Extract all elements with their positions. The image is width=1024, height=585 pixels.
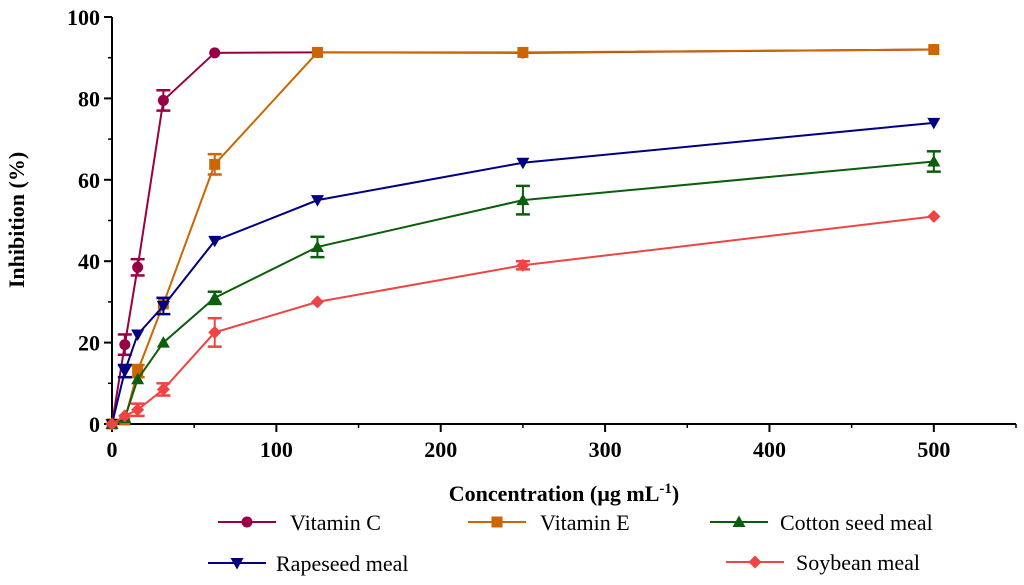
legend-label: Soybean meal [796, 550, 920, 575]
data-point [208, 291, 222, 303]
data-point [516, 258, 530, 272]
legend-item-vitamin-c: Vitamin C [218, 510, 381, 535]
x-tick-label: 0 [107, 437, 118, 462]
data-point [118, 409, 132, 423]
legend-marker [230, 558, 244, 570]
data-point [516, 193, 530, 206]
data-point [118, 366, 132, 378]
legend: Vitamin C Vitamin E Cotton seed meal Rapese… [208, 510, 933, 576]
series-vitamin-c [106, 44, 940, 430]
legend-marker [732, 515, 746, 527]
series-line [111, 215, 934, 425]
data-point [119, 339, 131, 351]
data-point [132, 365, 144, 377]
legend-label: Rapeseed meal [276, 551, 409, 576]
legend-item-soybean-meal: Soybean meal [726, 550, 920, 575]
data-point [310, 195, 324, 207]
data-point [156, 382, 170, 396]
data-point [157, 94, 169, 106]
y-tick-label: 80 [78, 86, 100, 111]
legend-marker [491, 516, 503, 528]
data-point [131, 329, 145, 341]
x-tick-label: 500 [917, 437, 950, 462]
y-tick-label: 0 [89, 412, 100, 437]
y-tick-label: 60 [78, 168, 100, 193]
data-point [132, 261, 144, 273]
data-point [310, 295, 324, 309]
data-point [209, 158, 221, 170]
x-axis-title-main: Concentration (µg mL [449, 481, 660, 506]
x-tick-label: 400 [753, 437, 786, 462]
legend-label: Vitamin C [290, 510, 381, 535]
x-tick-label: 200 [424, 437, 457, 462]
axes: 0 20 40 60 80 100 0 100 200 300 400 500 [67, 5, 1017, 462]
data-point [310, 240, 324, 252]
legend-label: Cotton seed meal [780, 510, 933, 535]
legend-item-rapeseed-meal: Rapeseed meal [208, 551, 409, 576]
data-point [927, 117, 941, 130]
data-point [105, 417, 119, 431]
series-soybean-meal [105, 209, 941, 431]
series-cotton-seed-meal [105, 150, 941, 429]
data-point [311, 46, 323, 58]
series-rapeseed-meal [105, 117, 941, 431]
data-point [156, 336, 170, 348]
x-axis-title: Concentration (µg mL-1) [449, 481, 679, 506]
x-axis-title-close: ) [672, 481, 679, 506]
data-point [131, 372, 145, 385]
data-point [208, 235, 222, 248]
series-vitamin-e [106, 44, 940, 430]
data-point [928, 44, 940, 56]
series-line [111, 160, 934, 425]
legend-marker [241, 516, 253, 528]
x-tick-label: 100 [260, 437, 293, 462]
data-point [516, 157, 530, 170]
y-tick-label: 40 [78, 249, 100, 274]
legend-label: Vitamin E [540, 510, 630, 535]
x-tick-label: 300 [589, 437, 622, 462]
legend-item-cotton-seed-meal: Cotton seed meal [710, 510, 933, 535]
data-point [209, 47, 221, 59]
legend-marker [748, 555, 762, 569]
legend-item-vitamin-e: Vitamin E [468, 510, 630, 535]
data-point [927, 154, 941, 167]
data-point [517, 46, 529, 58]
y-tick-label: 100 [67, 5, 100, 30]
series-line [111, 48, 934, 425]
data-point [156, 300, 170, 313]
series-line [111, 48, 934, 425]
data-point [208, 325, 222, 339]
y-tick-label: 20 [78, 331, 100, 356]
data-point [927, 209, 941, 223]
series-layer [105, 44, 941, 431]
data-point [131, 403, 145, 417]
x-axis-title-sup: -1 [659, 481, 672, 497]
y-axis-title: Inhibition (%) [4, 152, 29, 288]
